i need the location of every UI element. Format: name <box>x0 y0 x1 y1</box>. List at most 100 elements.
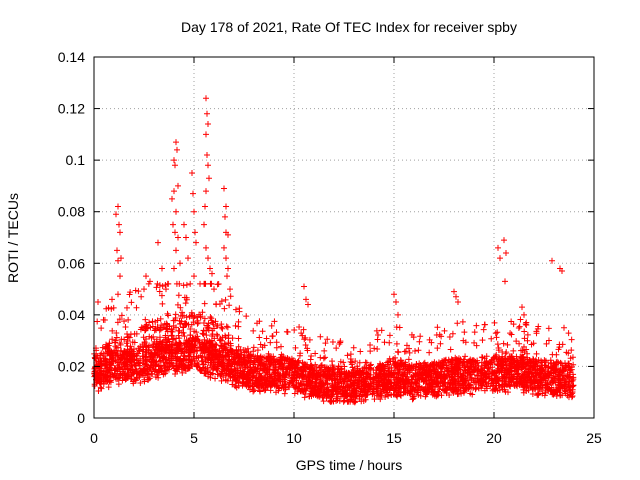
data-point <box>258 377 265 384</box>
data-point <box>295 379 302 386</box>
data-point <box>441 374 448 381</box>
data-point <box>362 396 369 403</box>
data-point <box>115 344 122 351</box>
data-point <box>243 313 250 320</box>
data-point <box>286 384 293 391</box>
data-point <box>432 388 439 395</box>
data-point <box>301 336 308 343</box>
data-point <box>393 361 400 368</box>
data-point <box>165 312 172 319</box>
data-point <box>305 301 311 308</box>
data-point <box>173 208 179 215</box>
data-point <box>105 367 112 374</box>
data-point <box>493 334 500 341</box>
data-point <box>499 353 506 360</box>
data-point <box>163 325 170 332</box>
data-point <box>332 380 339 387</box>
data-point <box>186 356 193 363</box>
data-point <box>486 374 493 381</box>
data-point <box>172 339 179 346</box>
data-point <box>348 384 355 391</box>
data-point <box>103 372 110 379</box>
data-point <box>234 364 241 371</box>
data-point <box>228 359 235 366</box>
data-point <box>271 374 278 381</box>
data-point <box>232 376 239 383</box>
data-point <box>198 358 205 365</box>
data-point <box>481 364 488 371</box>
data-point <box>358 371 365 378</box>
data-point <box>299 332 306 339</box>
data-point <box>156 288 163 295</box>
data-point <box>221 244 227 251</box>
data-point <box>517 357 524 364</box>
data-point <box>509 376 516 383</box>
data-point <box>168 333 175 340</box>
data-point <box>452 381 459 388</box>
data-point <box>174 348 181 355</box>
data-point <box>454 391 461 398</box>
y-tick-label: 0.08 <box>58 204 85 220</box>
x-tick-label: 5 <box>190 430 198 446</box>
data-point <box>301 394 308 401</box>
data-point <box>214 322 221 329</box>
data-point <box>347 355 354 362</box>
data-point <box>348 361 355 368</box>
data-point <box>125 316 132 323</box>
data-point <box>514 373 521 380</box>
data-point <box>521 335 528 342</box>
data-point <box>275 384 282 391</box>
data-point <box>393 340 400 347</box>
data-point <box>405 356 412 363</box>
data-point <box>183 234 189 241</box>
data-point <box>306 383 313 390</box>
data-point <box>261 354 268 361</box>
data-point <box>154 280 161 287</box>
data-point <box>423 362 430 369</box>
data-point <box>102 377 109 384</box>
data-point <box>223 255 229 262</box>
data-point <box>416 370 423 377</box>
data-point <box>333 345 340 352</box>
data-point <box>443 390 450 397</box>
data-point <box>178 318 185 325</box>
data-point <box>204 151 210 158</box>
data-point <box>428 339 435 346</box>
data-point <box>516 323 523 330</box>
data-point <box>169 336 176 343</box>
data-point <box>224 324 231 331</box>
data-point <box>212 375 219 382</box>
data-point <box>455 361 462 368</box>
data-point <box>124 371 131 378</box>
data-point <box>385 378 392 385</box>
data-point <box>448 377 455 384</box>
data-point <box>311 389 318 396</box>
data-point <box>471 339 478 346</box>
data-point <box>158 353 165 360</box>
data-point <box>201 370 208 377</box>
data-point <box>278 361 285 368</box>
data-point <box>111 367 118 374</box>
data-point <box>406 349 413 356</box>
data-point <box>113 334 120 341</box>
data-point <box>291 365 298 372</box>
data-point <box>529 390 536 397</box>
data-point <box>462 377 469 384</box>
data-point <box>478 359 485 366</box>
data-point <box>160 371 167 378</box>
x-tick-label: 10 <box>286 430 302 446</box>
data-point <box>112 347 119 354</box>
data-point <box>302 334 309 341</box>
data-point <box>530 340 537 347</box>
data-point <box>375 393 382 400</box>
data-point <box>342 374 349 381</box>
data-point <box>256 318 263 325</box>
data-point <box>141 286 147 293</box>
data-point <box>181 221 187 228</box>
data-point <box>209 332 216 339</box>
data-point <box>147 324 154 331</box>
data-point <box>257 341 264 348</box>
data-point <box>114 247 120 254</box>
data-point <box>235 359 242 366</box>
